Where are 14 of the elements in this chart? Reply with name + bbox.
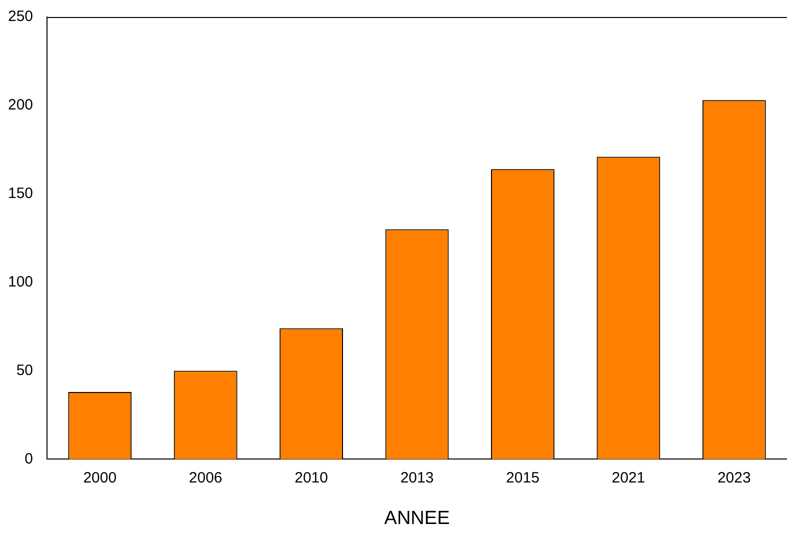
y-tick-label: 100 [8,273,34,290]
y-tick-label: 250 [8,8,34,26]
x-tick-label: 2010 [294,469,328,486]
x-tick-label: 2000 [83,469,117,486]
y-tick-label: 150 [8,185,34,202]
x-tick-label: 2015 [506,469,540,486]
x-tick-label: 2021 [612,469,646,486]
x-axis-title: ANNEE [384,508,450,529]
x-tick-label: 2023 [717,469,751,486]
y-tick-label: 0 [24,450,34,468]
x-tick-label: 2006 [188,469,222,486]
x-tick-label: 2013 [400,469,434,486]
y-tick-label: 200 [8,96,34,114]
y-tick-label: 50 [16,362,34,379]
